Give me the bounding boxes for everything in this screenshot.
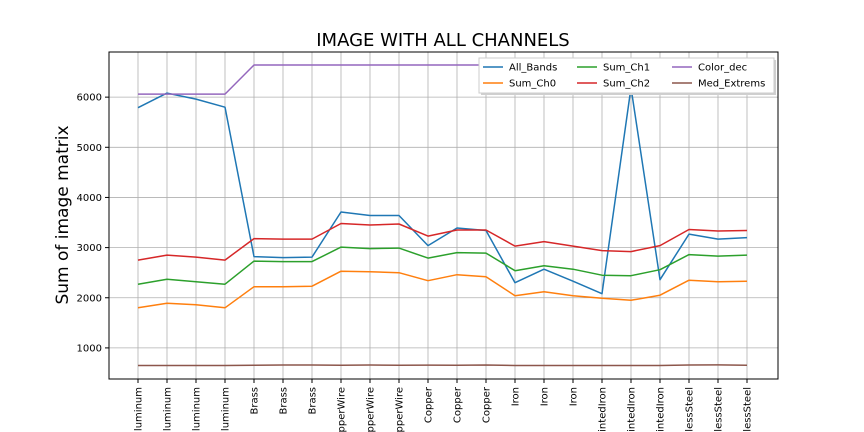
- series-line-sum-ch2: [137, 222, 748, 261]
- x-tick-label: Iron: [540, 387, 551, 406]
- series-line-med-extrems: [138, 364, 748, 367]
- series-line-all-bands: [137, 86, 748, 295]
- y-tick-label: 1000: [77, 343, 102, 354]
- grid: [109, 52, 778, 379]
- x-tick-label: pperWire: [337, 387, 348, 432]
- legend-label: Med_Extrems: [698, 79, 765, 90]
- x-tick-label: lessSteel: [743, 387, 754, 432]
- series-lines: [137, 64, 748, 367]
- series-line-sum-ch0: [137, 270, 748, 309]
- y-tick-label: 4000: [77, 193, 102, 204]
- plot-frame: [108, 51, 779, 380]
- axes: 1000 2000 3000 4000 5000 6000 luminum luminum lu…: [77, 93, 754, 432]
- x-tick-label: luminum: [192, 387, 203, 431]
- x-tick-label: intedIron: [627, 387, 638, 432]
- x-tick-label: pperWire: [395, 387, 406, 432]
- series-line-sum-ch1: [137, 246, 748, 285]
- legend-label: Sum_Ch1: [603, 63, 650, 74]
- x-tick-label: Iron: [569, 387, 580, 406]
- x-tick-label: luminum: [221, 387, 232, 431]
- legend-box: [478, 57, 775, 94]
- y-tick-label: 5000: [77, 143, 102, 154]
- chart-title: IMAGE WITH ALL CHANNELS: [316, 30, 570, 51]
- x-tick-label: Brass: [279, 387, 290, 415]
- y-tick-label: 2000: [77, 293, 102, 304]
- x-tick-label: luminum: [134, 387, 145, 431]
- legend-label: Color_dec: [698, 63, 747, 74]
- x-tick-label: Copper: [424, 386, 435, 423]
- x-tick-label: pperWire: [366, 387, 377, 432]
- x-tick-label: Iron: [511, 387, 522, 406]
- x-tick-label: intedIron: [656, 387, 667, 432]
- y-tick-label: 3000: [77, 243, 102, 254]
- y-tick-label: 6000: [77, 93, 102, 104]
- legend: All_Bands Sum_Ch0 Sum_Ch1 Sum_Ch2 Color_dec M…: [478, 57, 776, 95]
- x-tick-label: Copper: [482, 386, 493, 423]
- legend-label: Sum_Ch2: [603, 79, 650, 90]
- x-tick-label: Brass: [250, 387, 261, 415]
- x-tick-label: intedIron: [598, 387, 609, 432]
- legend-label: Sum_Ch0: [509, 79, 556, 90]
- x-tick-label: lessSteel: [685, 387, 696, 432]
- x-tick-label: Brass: [308, 387, 319, 415]
- x-tick-label: lessSteel: [714, 387, 725, 432]
- legend-label: All_Bands: [509, 63, 557, 74]
- x-tick-label: luminum: [163, 387, 174, 431]
- y-axis-label: Sum of image matrix: [53, 125, 73, 304]
- x-tick-label: Copper: [453, 386, 464, 423]
